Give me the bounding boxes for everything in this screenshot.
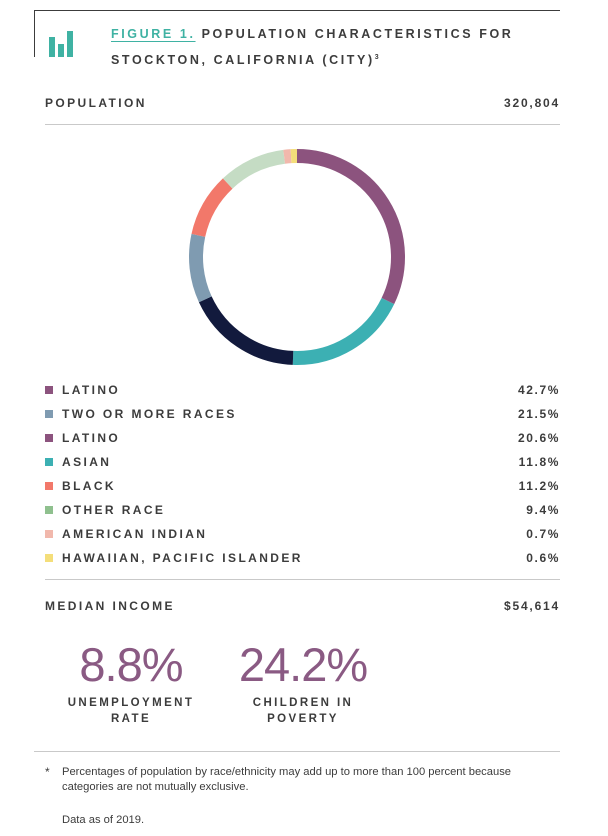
figure-label: FIGURE 1. bbox=[111, 27, 196, 41]
legend-item: LATINO 42.7% bbox=[45, 380, 560, 404]
donut-segment-2 bbox=[198, 296, 294, 365]
legend-swatch bbox=[45, 434, 53, 442]
legend-label: TWO OR MORE RACES bbox=[62, 407, 237, 421]
median-income-label: MEDIAN INCOME bbox=[45, 599, 175, 613]
chart-legend: LATINO 42.7% TWO OR MORE RACES 21.5% LATINO 2… bbox=[45, 380, 560, 572]
legend-label: AMERICAN INDIAN bbox=[62, 527, 208, 541]
legend-swatch bbox=[45, 482, 53, 490]
bar-chart-icon bbox=[49, 31, 73, 57]
legend-label: LATINO bbox=[62, 383, 121, 397]
legend-label: LATINO bbox=[62, 431, 121, 445]
figure-title: FIGURE 1. POPULATION CHARACTERISTICS FOR… bbox=[111, 22, 551, 72]
donut-segment-0 bbox=[296, 149, 405, 305]
legend-item: HAWAIIAN, PACIFIC ISLANDER 0.6% bbox=[45, 548, 560, 572]
legend-swatch bbox=[45, 458, 53, 466]
population-label: POPULATION bbox=[45, 96, 147, 110]
footnote-marker: * bbox=[45, 765, 50, 779]
footnote-ref: 3 bbox=[374, 54, 379, 61]
legend-value: 11.2% bbox=[518, 479, 560, 493]
legend-swatch bbox=[45, 386, 53, 394]
legend-item: BLACK 11.2% bbox=[45, 476, 560, 500]
figure-frame-top bbox=[34, 10, 560, 11]
legend-value: 11.8% bbox=[518, 455, 560, 469]
divider bbox=[45, 124, 560, 125]
legend-swatch bbox=[45, 506, 53, 514]
footnote-divider bbox=[34, 751, 560, 752]
unemployment-label-line1: UNEMPLOYMENT bbox=[67, 697, 195, 709]
donut-segment-4 bbox=[191, 178, 233, 238]
figure-title-line2: STOCKTON, CALIFORNIA (CITY) bbox=[111, 53, 375, 68]
median-income-value: $54,614 bbox=[504, 599, 560, 613]
child-poverty-label-line1: CHILDREN IN bbox=[252, 697, 354, 709]
legend-label: OTHER RACE bbox=[62, 503, 166, 517]
median-income-row: MEDIAN INCOME $54,614 bbox=[45, 599, 560, 613]
legend-value: 21.5% bbox=[517, 407, 560, 421]
legend-value: 42.7% bbox=[517, 383, 560, 397]
legend-label: BLACK bbox=[62, 479, 116, 493]
donut-segment-6 bbox=[283, 149, 292, 164]
legend-item: AMERICAN INDIAN 0.7% bbox=[45, 524, 560, 548]
legend-value: 0.7% bbox=[526, 527, 560, 541]
legend-item: OTHER RACE 9.4% bbox=[45, 500, 560, 524]
population-value: 320,804 bbox=[504, 96, 560, 110]
legend-item: ASIAN 11.8% bbox=[45, 452, 560, 476]
donut-segment-1 bbox=[292, 297, 395, 365]
legend-value: 0.6% bbox=[526, 551, 560, 565]
donut-chart bbox=[189, 149, 405, 365]
child-poverty-value: 24.2% bbox=[238, 638, 368, 691]
legend-value: 9.4% bbox=[526, 503, 560, 517]
figure-frame-left bbox=[34, 10, 35, 57]
legend-item: LATINO 20.6% bbox=[45, 428, 560, 452]
legend-item: TWO OR MORE RACES 21.5% bbox=[45, 404, 560, 428]
legend-swatch bbox=[45, 530, 53, 538]
legend-value: 20.6% bbox=[517, 431, 560, 445]
divider bbox=[45, 579, 560, 580]
data-as-of: Data as of 2019. bbox=[62, 814, 145, 826]
unemployment-label-line2: RATE bbox=[110, 713, 152, 725]
unemployment-value: 8.8% bbox=[79, 638, 183, 691]
legend-swatch bbox=[45, 554, 53, 562]
donut-segment-3 bbox=[189, 233, 212, 303]
footnote-text: Percentages of population by race/ethnic… bbox=[62, 766, 512, 793]
child-poverty-label-line2: POVERTY bbox=[267, 713, 339, 725]
donut-segment-5 bbox=[222, 149, 286, 189]
legend-swatch bbox=[45, 410, 53, 418]
legend-label: HAWAIIAN, PACIFIC ISLANDER bbox=[62, 551, 303, 565]
child-poverty-label: CHILDREN IN POVERTY bbox=[230, 695, 376, 727]
unemployment-label: UNEMPLOYMENT RATE bbox=[55, 695, 207, 727]
population-row: POPULATION 320,804 bbox=[45, 96, 560, 110]
figure-title-line1: POPULATION CHARACTERISTICS FOR bbox=[201, 27, 514, 41]
legend-label: ASIAN bbox=[62, 455, 112, 469]
